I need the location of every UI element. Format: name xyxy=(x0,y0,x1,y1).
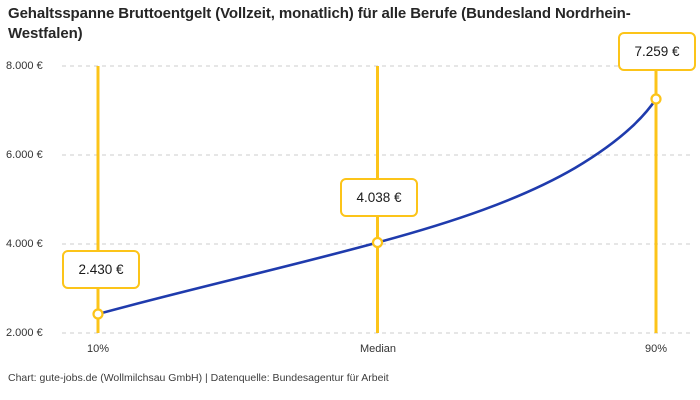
y-axis-tick-6000: 6.000 € xyxy=(6,149,43,161)
x-axis-label-median: Median xyxy=(359,343,397,355)
chart-title: Gehaltsspanne Bruttoentgelt (Vollzeit, m… xyxy=(8,5,631,42)
x-axis-label-10: 10% xyxy=(86,343,110,355)
y-axis-tick-2000: 2.000 € xyxy=(6,327,43,339)
y-axis-tick-8000: 8.000 € xyxy=(6,60,43,72)
annotation-box-90: 7.259 € xyxy=(618,32,696,71)
attribution-footer: Chart: gute-jobs.de (Wollmilchsau GmbH) … xyxy=(8,372,389,384)
x-axis-label-90: 90% xyxy=(644,343,668,355)
marker-10-percentile xyxy=(92,308,104,320)
marker-90-percentile xyxy=(650,93,662,105)
annotation-box-10: 2.430 € xyxy=(62,250,140,289)
marker-median xyxy=(371,236,384,249)
y-axis-tick-4000: 4.000 € xyxy=(6,238,43,250)
annotation-box-median: 4.038 € xyxy=(340,178,418,217)
salary-curve xyxy=(96,97,658,316)
